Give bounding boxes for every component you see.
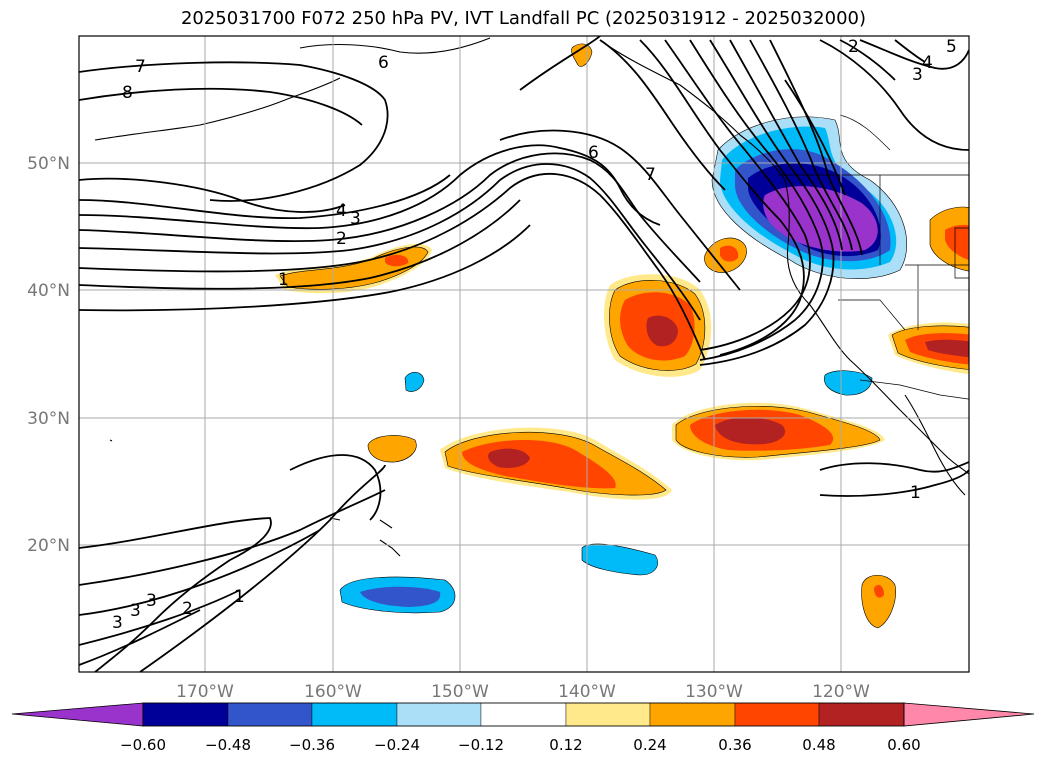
map-frame <box>78 35 970 673</box>
colorbar-tick-label: −0.48 <box>205 736 251 754</box>
lat-label-30n: 30°N <box>27 409 70 429</box>
lon-label-120w: 120°W <box>812 682 870 702</box>
pv-label-2-sw: 2 <box>182 599 193 619</box>
longitude-labels: 170°W 160°W 150°W 140°W 130°W 120°W <box>176 682 870 702</box>
pv-label-3-sw-c: 3 <box>146 591 157 611</box>
ivt-positive-anomaly-subtropics <box>275 43 969 629</box>
colorbar-segment-5 <box>480 702 567 727</box>
colorbar-tick-label: −0.60 <box>120 736 166 754</box>
pv-label-6-n: 6 <box>378 53 389 73</box>
pv-label-3-ne: 3 <box>912 65 923 85</box>
pv-label-4-mid: 4 <box>336 201 347 221</box>
ivt-negative-anomaly-subtropics <box>339 370 873 614</box>
pv-label-1-mid: 1 <box>278 270 289 290</box>
lon-label-140w: 140°W <box>558 682 616 702</box>
map-area: 7 8 6 6 7 4 3 2 1 2 3 4 5 1 3 3 3 2 1 <box>79 36 969 672</box>
pv-label-3-mid: 3 <box>350 209 361 229</box>
lat-label-50n: 50°N <box>27 154 70 174</box>
ivt-negative-anomaly-pnw <box>711 116 907 279</box>
pv-label-2-mid: 2 <box>336 229 347 249</box>
colorbar-segment-7 <box>649 702 736 727</box>
gridlines <box>79 36 969 672</box>
pv-label-7-nw: 7 <box>135 57 146 77</box>
lon-label-130w: 130°W <box>685 682 743 702</box>
colorbar-extend-low <box>11 702 144 727</box>
pv-label-4-ne: 4 <box>922 53 933 73</box>
colorbar <box>11 702 1035 727</box>
colorbar-tick-label: 0.24 <box>633 736 666 754</box>
colorbar-tick-labels: −0.60 −0.48 −0.36 −0.24 −0.12 0.12 0.24 … <box>120 736 921 754</box>
colorbar-segment-9 <box>818 702 905 727</box>
colorbar-segment-6 <box>565 702 651 727</box>
lon-label-160w: 160°W <box>304 682 362 702</box>
pv-contours <box>79 36 969 672</box>
pv-label-3-sw-a: 3 <box>112 613 123 633</box>
pv-label-1-sw: 1 <box>234 587 245 607</box>
colorbar-tick-label: 0.48 <box>802 736 835 754</box>
ivt-positive-anomaly-central <box>603 237 747 377</box>
colorbar-segment-4 <box>396 702 482 727</box>
colorbar-segment-8 <box>734 702 820 727</box>
pv-label-3-sw-b: 3 <box>130 601 141 621</box>
lat-label-40n: 40°N <box>27 281 70 301</box>
colorbar-tick-label: −0.24 <box>374 736 420 754</box>
lat-label-20n: 20°N <box>27 536 70 556</box>
pv-label-6-mid: 6 <box>588 143 599 163</box>
pv-label-1-se: 1 <box>910 483 921 503</box>
colorbar-extend-high <box>903 702 1035 727</box>
pv-label-7-mid: 7 <box>645 165 656 185</box>
latitude-labels: 50°N 40°N 30°N 20°N <box>27 154 70 556</box>
pv-label-5-ne: 5 <box>946 37 957 57</box>
colorbar-tick-label: 0.12 <box>549 736 582 754</box>
colorbar-tick-label: 0.60 <box>887 736 920 754</box>
borders <box>778 114 969 400</box>
colorbar-segment-2 <box>227 702 313 727</box>
pv-label-2-ne: 2 <box>848 37 859 57</box>
colorbar-tick-label: −0.12 <box>458 736 504 754</box>
colorbar-segment-3 <box>311 702 398 727</box>
lon-label-170w: 170°W <box>176 682 234 702</box>
map-title: 2025031700 F072 250 hPa PV, IVT Landfall… <box>180 8 867 29</box>
lon-label-150w: 150°W <box>431 682 489 702</box>
colorbar-tick-label: 0.36 <box>718 736 751 754</box>
colorbar-segment-1 <box>142 702 229 727</box>
pv-label-8-nw: 8 <box>122 83 133 103</box>
pv-contour-labels: 7 8 6 6 7 4 3 2 1 2 3 4 5 1 3 3 3 2 1 <box>112 37 957 633</box>
colorbar-tick-label: −0.36 <box>289 736 335 754</box>
